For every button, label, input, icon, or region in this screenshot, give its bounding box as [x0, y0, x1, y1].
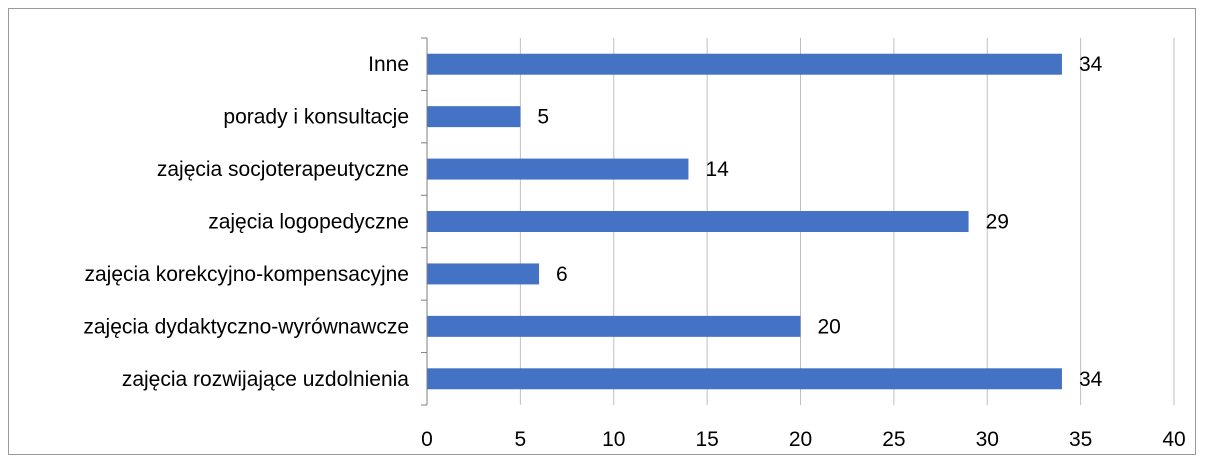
bar: [427, 368, 1062, 390]
bar: [427, 315, 801, 337]
x-tick-label: 0: [421, 428, 433, 451]
category-label: Inne: [368, 53, 409, 76]
bar: [427, 106, 521, 128]
data-label: 14: [705, 158, 729, 181]
category-label: zajęcia korekcyjno-kompensacyjne: [85, 263, 410, 286]
category-label: zajęcia socjoterapeutyczne: [157, 158, 409, 181]
category-label: zajęcia logopedyczne: [208, 211, 409, 234]
bar: [427, 53, 1062, 75]
bar: [427, 211, 969, 232]
axes: [421, 37, 428, 406]
x-tick-label: 5: [515, 428, 527, 451]
category-labels: Inne porady i konsultacje zajęcia socjoter…: [83, 53, 409, 391]
data-label: 29: [986, 211, 1009, 234]
x-tick-label: 30: [976, 428, 999, 451]
data-labels: 34 5 14 29 6 20 34: [537, 53, 1102, 391]
data-label: 5: [537, 106, 549, 129]
category-label: zajęcia dydaktyczno-wyrównawcze: [83, 315, 409, 338]
bars: [427, 53, 1062, 390]
tick-labels: 0 5 10 15 20 25 30 35 40: [421, 428, 1186, 451]
x-tick-label: 25: [882, 428, 905, 451]
x-tick-label: 35: [1069, 428, 1092, 451]
data-label: 6: [556, 263, 568, 286]
bar: [427, 263, 540, 285]
data-label: 34: [1079, 53, 1103, 76]
x-tick-label: 40: [1162, 428, 1185, 451]
bar: [427, 158, 689, 180]
category-label: porady i konsultacje: [223, 106, 409, 129]
data-label: 34: [1079, 368, 1103, 391]
x-tick-label: 10: [602, 428, 625, 451]
x-tick-label: 20: [789, 428, 812, 451]
category-label: zajęcia rozwijające uzdolnienia: [122, 368, 409, 391]
data-label: 20: [818, 315, 841, 338]
x-tick-label: 15: [695, 428, 718, 451]
